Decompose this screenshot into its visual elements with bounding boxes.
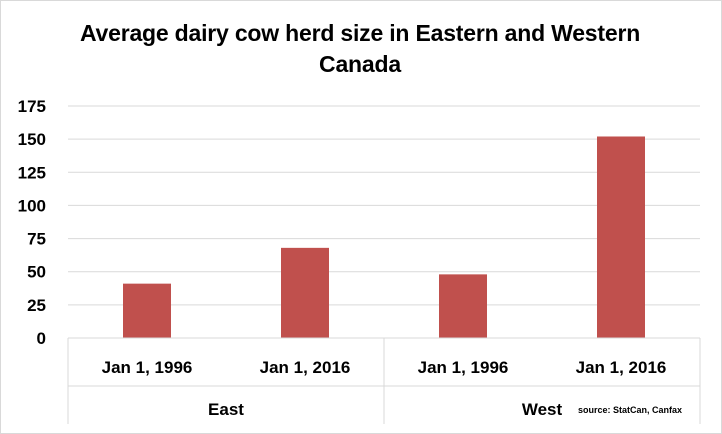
y-tick-label: 125 (18, 163, 46, 182)
bar (439, 274, 487, 338)
bars (123, 136, 645, 338)
bar (281, 247, 329, 338)
x-tick-label: Jan 1, 2016 (576, 358, 667, 377)
y-tick-label: 150 (18, 130, 46, 149)
x-tick-label: Jan 1, 1996 (418, 358, 509, 377)
y-tick-label: 75 (27, 230, 46, 249)
bar (123, 283, 171, 338)
group-label: West (522, 400, 563, 419)
x-tick-label: Jan 1, 2016 (260, 358, 351, 377)
y-tick-label: 0 (37, 329, 46, 348)
source-note: source: StatCan, Canfax (578, 405, 683, 415)
bar (597, 136, 645, 338)
group-label: East (208, 400, 244, 419)
gridlines (68, 105, 700, 306)
y-tick-label: 100 (18, 196, 46, 215)
y-tick-label: 175 (18, 97, 46, 116)
y-axis-ticks: 0 25 50 75 100 125 150 175 (18, 97, 46, 348)
y-tick-label: 50 (27, 263, 46, 282)
y-tick-label: 25 (27, 296, 46, 315)
x-axis: Jan 1, 1996 Jan 1, 2016 Jan 1, 1996 Jan 1, … (67, 337, 701, 424)
x-tick-label: Jan 1, 1996 (102, 358, 193, 377)
chart-title: Average dairy cow herd size in Eastern a… (79, 20, 641, 77)
